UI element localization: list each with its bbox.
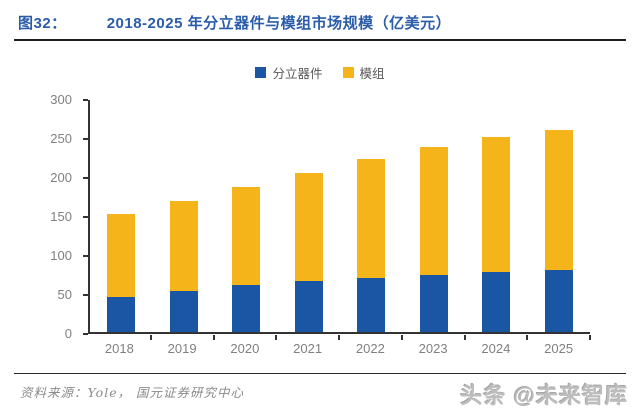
bar-column-2021 bbox=[294, 172, 323, 332]
x-tick-mark bbox=[526, 335, 529, 340]
y-tick-mark bbox=[83, 99, 88, 101]
bar-segment-2022-series1 bbox=[357, 158, 386, 279]
bar-column-2022 bbox=[357, 158, 386, 332]
bar-segment-2021-series1 bbox=[294, 172, 323, 282]
figure-number: 图32： bbox=[18, 15, 67, 32]
y-tick-label-100: 100 bbox=[50, 248, 72, 263]
bar-segment-2019-series0 bbox=[169, 291, 198, 332]
bar-segment-2025-series1 bbox=[544, 130, 573, 270]
y-axis-labels: 0 50 100 150 200 250 300 bbox=[0, 93, 80, 341]
bar-segment-2024-series0 bbox=[482, 271, 511, 332]
bar-segment-2023-series0 bbox=[419, 275, 448, 332]
bar-segment-2022-series0 bbox=[357, 278, 386, 332]
x-tick-label-2018: 2018 bbox=[104, 341, 134, 356]
y-tick-label-150: 150 bbox=[50, 209, 72, 224]
plot-area bbox=[88, 100, 590, 334]
bar-segment-2019-series1 bbox=[169, 200, 198, 292]
x-tick-label-2023: 2023 bbox=[418, 341, 448, 356]
y-tick-label-250: 250 bbox=[50, 131, 72, 146]
y-tick-label-0: 0 bbox=[64, 326, 72, 341]
y-tick-mark bbox=[83, 333, 88, 335]
bar-segment-2018-series1 bbox=[107, 214, 136, 297]
legend-label: 模组 bbox=[359, 66, 385, 81]
x-tick-label-2021: 2021 bbox=[293, 341, 323, 356]
bar-group bbox=[90, 100, 590, 332]
chart-legend: 分立器件 模组 bbox=[0, 62, 640, 82]
figure-header: 图32： 2018-2025 年分立器件与模组市场规模（亿美元） bbox=[18, 12, 626, 33]
x-axis-labels: 2018 2019 2020 2021 2022 2023 2024 2025 bbox=[88, 341, 590, 356]
legend-swatch-icon bbox=[342, 66, 354, 78]
x-tick-mark bbox=[338, 335, 340, 340]
bar-segment-2021-series0 bbox=[294, 281, 323, 332]
x-tick-mark bbox=[149, 335, 152, 340]
legend-item-0: 分立器件 bbox=[255, 63, 323, 82]
legend-item-1: 模组 bbox=[342, 63, 385, 82]
bar-segment-2024-series1 bbox=[482, 137, 511, 272]
legend-swatch-icon bbox=[255, 66, 267, 78]
x-tick-mark bbox=[275, 335, 278, 340]
bar-column-2023 bbox=[419, 147, 448, 332]
x-tick-label-2019: 2019 bbox=[167, 341, 197, 356]
y-tick-mark bbox=[83, 294, 88, 296]
x-tick-label-2025: 2025 bbox=[544, 341, 574, 356]
bar-segment-2018-series0 bbox=[107, 296, 136, 332]
legend-label: 分立器件 bbox=[272, 66, 323, 81]
bar-column-2024 bbox=[482, 137, 511, 332]
y-tick-label-200: 200 bbox=[50, 170, 72, 185]
x-tick-label-2020: 2020 bbox=[230, 341, 260, 356]
bar-segment-2020-series0 bbox=[232, 285, 261, 332]
y-tick-mark bbox=[83, 177, 88, 179]
x-tick-mark bbox=[212, 335, 215, 340]
y-tick-mark bbox=[83, 255, 88, 257]
bar-segment-2025-series0 bbox=[544, 269, 573, 332]
source-note: 资料来源：Yole， 国元证券研究中心 bbox=[20, 385, 245, 400]
y-tick-mark bbox=[83, 216, 88, 218]
y-tick-label-300: 300 bbox=[50, 92, 72, 107]
footer-divider bbox=[14, 373, 626, 374]
bar-column-2025 bbox=[544, 130, 573, 332]
y-tick-mark bbox=[83, 138, 88, 140]
figure-title: 2018-2025 年分立器件与模组市场规模（亿美元） bbox=[106, 15, 452, 32]
y-tick-label-50: 50 bbox=[57, 287, 72, 302]
bar-column-2018 bbox=[107, 214, 136, 332]
bar-segment-2023-series1 bbox=[419, 147, 448, 276]
bar-segment-2020-series1 bbox=[232, 186, 261, 286]
watermark: 头条 @未来智库 bbox=[460, 383, 628, 408]
bar-column-2019 bbox=[169, 200, 198, 332]
title-divider bbox=[14, 39, 626, 41]
x-tick-mark bbox=[463, 335, 466, 340]
x-tick-label-2024: 2024 bbox=[481, 341, 511, 356]
x-tick-mark bbox=[400, 335, 403, 340]
x-tick-mark bbox=[589, 335, 591, 340]
bar-column-2020 bbox=[232, 186, 261, 332]
x-tick-label-2022: 2022 bbox=[355, 341, 385, 356]
